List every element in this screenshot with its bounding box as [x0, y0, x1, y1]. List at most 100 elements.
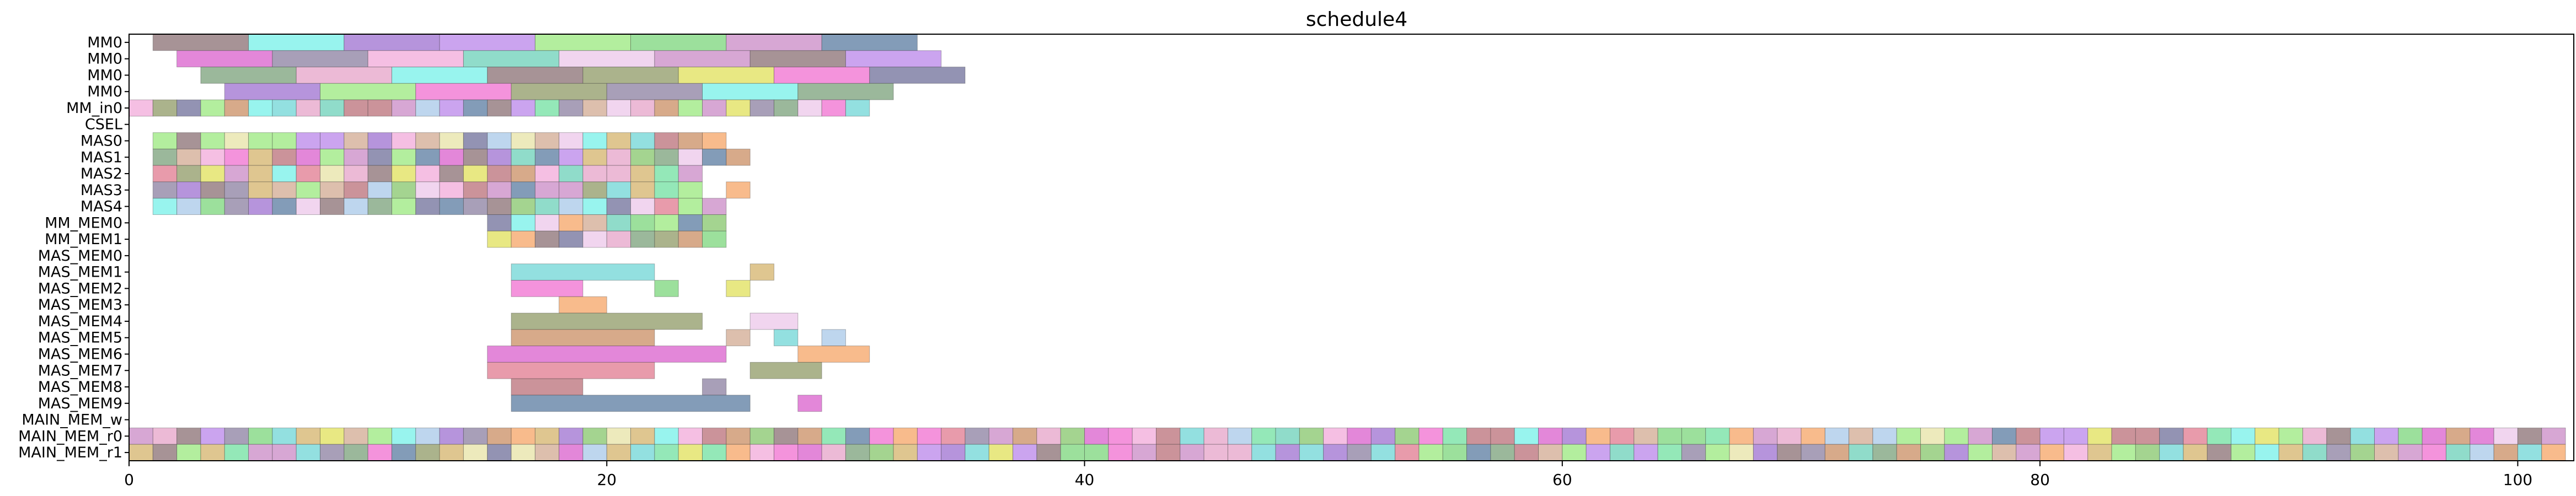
task-bar [487, 230, 512, 248]
task-bar [320, 181, 345, 199]
task-bar [439, 165, 464, 182]
task-bar [391, 99, 416, 117]
task-bar [2422, 427, 2446, 445]
task-bar [320, 165, 345, 182]
task-bar [678, 148, 703, 166]
task-bar [606, 165, 631, 182]
task-bar [439, 132, 464, 149]
task-bar [1418, 427, 1443, 445]
task-bar [534, 214, 560, 231]
task-bar [511, 329, 655, 347]
task-bar [917, 444, 942, 461]
task-bar [582, 444, 607, 461]
task-bar [1777, 444, 1802, 461]
task-bar [2541, 427, 2566, 445]
task-bar [248, 34, 345, 51]
y-tick-label: CSEL [85, 116, 122, 133]
y-tick-label: MAS0 [81, 133, 122, 150]
task-bar [1108, 427, 1133, 445]
task-bar [415, 444, 440, 461]
task-bar [582, 427, 607, 445]
task-bar [511, 181, 535, 199]
task-bar [152, 444, 178, 461]
task-bar [606, 427, 631, 445]
task-bar [559, 132, 583, 149]
task-bar [367, 444, 392, 461]
task-bar [2183, 427, 2208, 445]
task-bar [1108, 444, 1133, 461]
chart-title: schedule4 [1306, 8, 1407, 31]
task-bar [511, 427, 535, 445]
task-bar [1395, 427, 1420, 445]
y-tick-label: MAS_MEM0 [38, 247, 122, 265]
y-tick-label: MAS_MEM7 [38, 362, 122, 379]
task-bar [1538, 427, 1563, 445]
task-bar [797, 427, 822, 445]
task-bar [702, 230, 727, 248]
task-bar [511, 312, 703, 330]
task-bar [654, 214, 679, 231]
task-bar [296, 427, 321, 445]
task-bar [1705, 444, 1730, 461]
task-bar [821, 34, 918, 51]
task-bar [678, 214, 703, 231]
task-bar [1609, 427, 1635, 445]
task-bar [1060, 444, 1085, 461]
task-bar [702, 83, 799, 100]
task-bar [726, 148, 751, 166]
task-bar [1060, 427, 1085, 445]
task-bar [630, 444, 655, 461]
task-bar [2183, 444, 2208, 461]
task-bar [1634, 427, 1658, 445]
task-bar [582, 181, 607, 199]
task-bar [2470, 427, 2494, 445]
task-bar [272, 427, 297, 445]
task-bar [272, 99, 297, 117]
task-bar [678, 165, 703, 182]
task-bar [654, 427, 679, 445]
task-bar [152, 148, 178, 166]
task-bar [1824, 427, 1850, 445]
task-bar [845, 50, 942, 68]
task-bar [320, 83, 416, 100]
task-bar [797, 346, 870, 363]
task-bar [1681, 444, 1706, 461]
task-bar [511, 165, 535, 182]
task-bar [2517, 427, 2542, 445]
task-bar [367, 165, 392, 182]
task-bar [1801, 427, 1825, 445]
task-bar [702, 132, 727, 149]
task-bar [176, 444, 201, 461]
task-bar [463, 427, 488, 445]
task-bar [1347, 427, 1372, 445]
plot-frame [128, 34, 2574, 461]
task-bar [344, 181, 368, 199]
task-bar [152, 34, 249, 51]
task-bar [2039, 444, 2064, 461]
task-bar [2039, 427, 2064, 445]
task-bar [511, 99, 535, 117]
task-bar [1084, 444, 1109, 461]
task-bar [1801, 444, 1825, 461]
task-bar [988, 427, 1014, 445]
task-bar [1562, 427, 1587, 445]
task-bar [2517, 444, 2542, 461]
task-bar [582, 148, 607, 166]
task-bar [726, 280, 751, 297]
task-bar [415, 427, 440, 445]
task-bar [152, 198, 178, 215]
task-bar [200, 148, 225, 166]
task-bar [726, 99, 751, 117]
task-bar [391, 444, 416, 461]
task-bar [200, 181, 225, 199]
task-bar [224, 165, 249, 182]
task-bar [1370, 427, 1396, 445]
task-bar [559, 427, 583, 445]
task-bar [893, 444, 918, 461]
task-bar [1920, 427, 1945, 445]
task-bar [344, 165, 368, 182]
task-bar [2422, 444, 2446, 461]
task-bar [2278, 444, 2304, 461]
task-bar [224, 83, 321, 100]
task-bar [606, 99, 631, 117]
